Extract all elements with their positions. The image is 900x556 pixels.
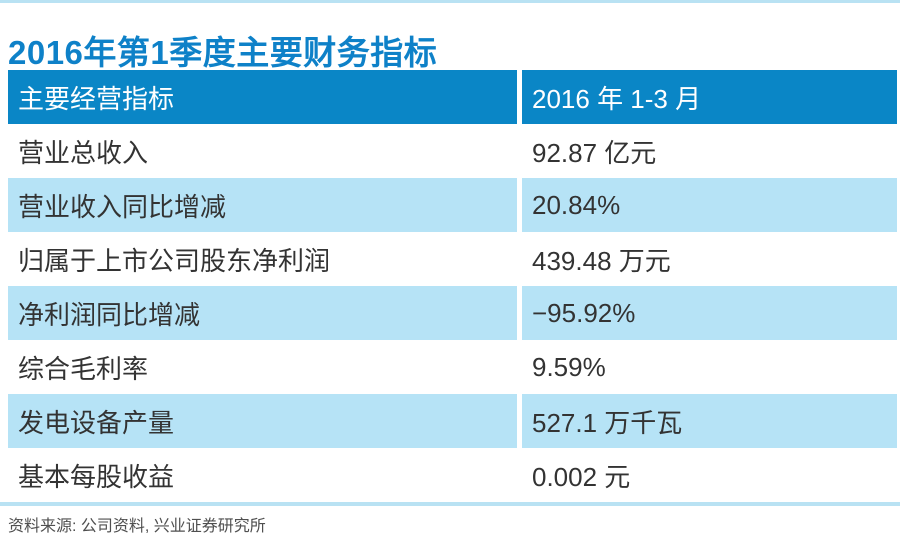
header-period-column: 2016 年 1-3 月 bbox=[522, 70, 897, 124]
metric-value-cell: 9.59% bbox=[522, 340, 897, 394]
metric-label-cell: 归属于上市公司股东净利润 bbox=[8, 232, 517, 286]
metric-label-cell: 综合毛利率 bbox=[8, 340, 517, 394]
bottom-rule-line bbox=[0, 502, 900, 506]
metric-label-cell: 营业总收入 bbox=[8, 124, 517, 178]
table-row: 基本每股收益 0.002 元 bbox=[8, 448, 897, 502]
metric-label-cell: 净利润同比增减 bbox=[8, 286, 517, 340]
table-row: 发电设备产量 527.1 万千瓦 bbox=[8, 394, 897, 448]
table-body: 营业总收入 92.87 亿元 营业收入同比增减 20.84% 归属于上市公司股东… bbox=[8, 124, 897, 502]
table-row: 营业收入同比增减 20.84% bbox=[8, 178, 897, 232]
header-metric-column: 主要经营指标 bbox=[8, 70, 517, 124]
metric-value-cell: −95.92% bbox=[522, 286, 897, 340]
page-title: 2016年第1季度主要财务指标 bbox=[8, 34, 438, 72]
metric-label-cell: 基本每股收益 bbox=[8, 448, 517, 502]
metric-value-cell: 527.1 万千瓦 bbox=[522, 394, 897, 448]
metric-value-cell: 0.002 元 bbox=[522, 448, 897, 502]
table-header: 主要经营指标 2016 年 1-3 月 bbox=[8, 70, 897, 124]
financial-indicators-table: 主要经营指标 2016 年 1-3 月 营业总收入 92.87 亿元 营业收入同… bbox=[8, 70, 897, 502]
table-row: 营业总收入 92.87 亿元 bbox=[8, 124, 897, 178]
table-row: 综合毛利率 9.59% bbox=[8, 340, 897, 394]
table-row: 归属于上市公司股东净利润 439.48 万元 bbox=[8, 232, 897, 286]
metric-label-cell: 发电设备产量 bbox=[8, 394, 517, 448]
top-rule-line bbox=[0, 0, 900, 3]
table-header-row: 主要经营指标 2016 年 1-3 月 bbox=[8, 70, 897, 124]
metric-value-cell: 92.87 亿元 bbox=[522, 124, 897, 178]
table-row: 净利润同比增减 −95.92% bbox=[8, 286, 897, 340]
metric-value-cell: 439.48 万元 bbox=[522, 232, 897, 286]
metric-label-cell: 营业收入同比增减 bbox=[8, 178, 517, 232]
metric-value-cell: 20.84% bbox=[522, 178, 897, 232]
source-note: 资料来源: 公司资料, 兴业证券研究所 bbox=[8, 518, 266, 535]
